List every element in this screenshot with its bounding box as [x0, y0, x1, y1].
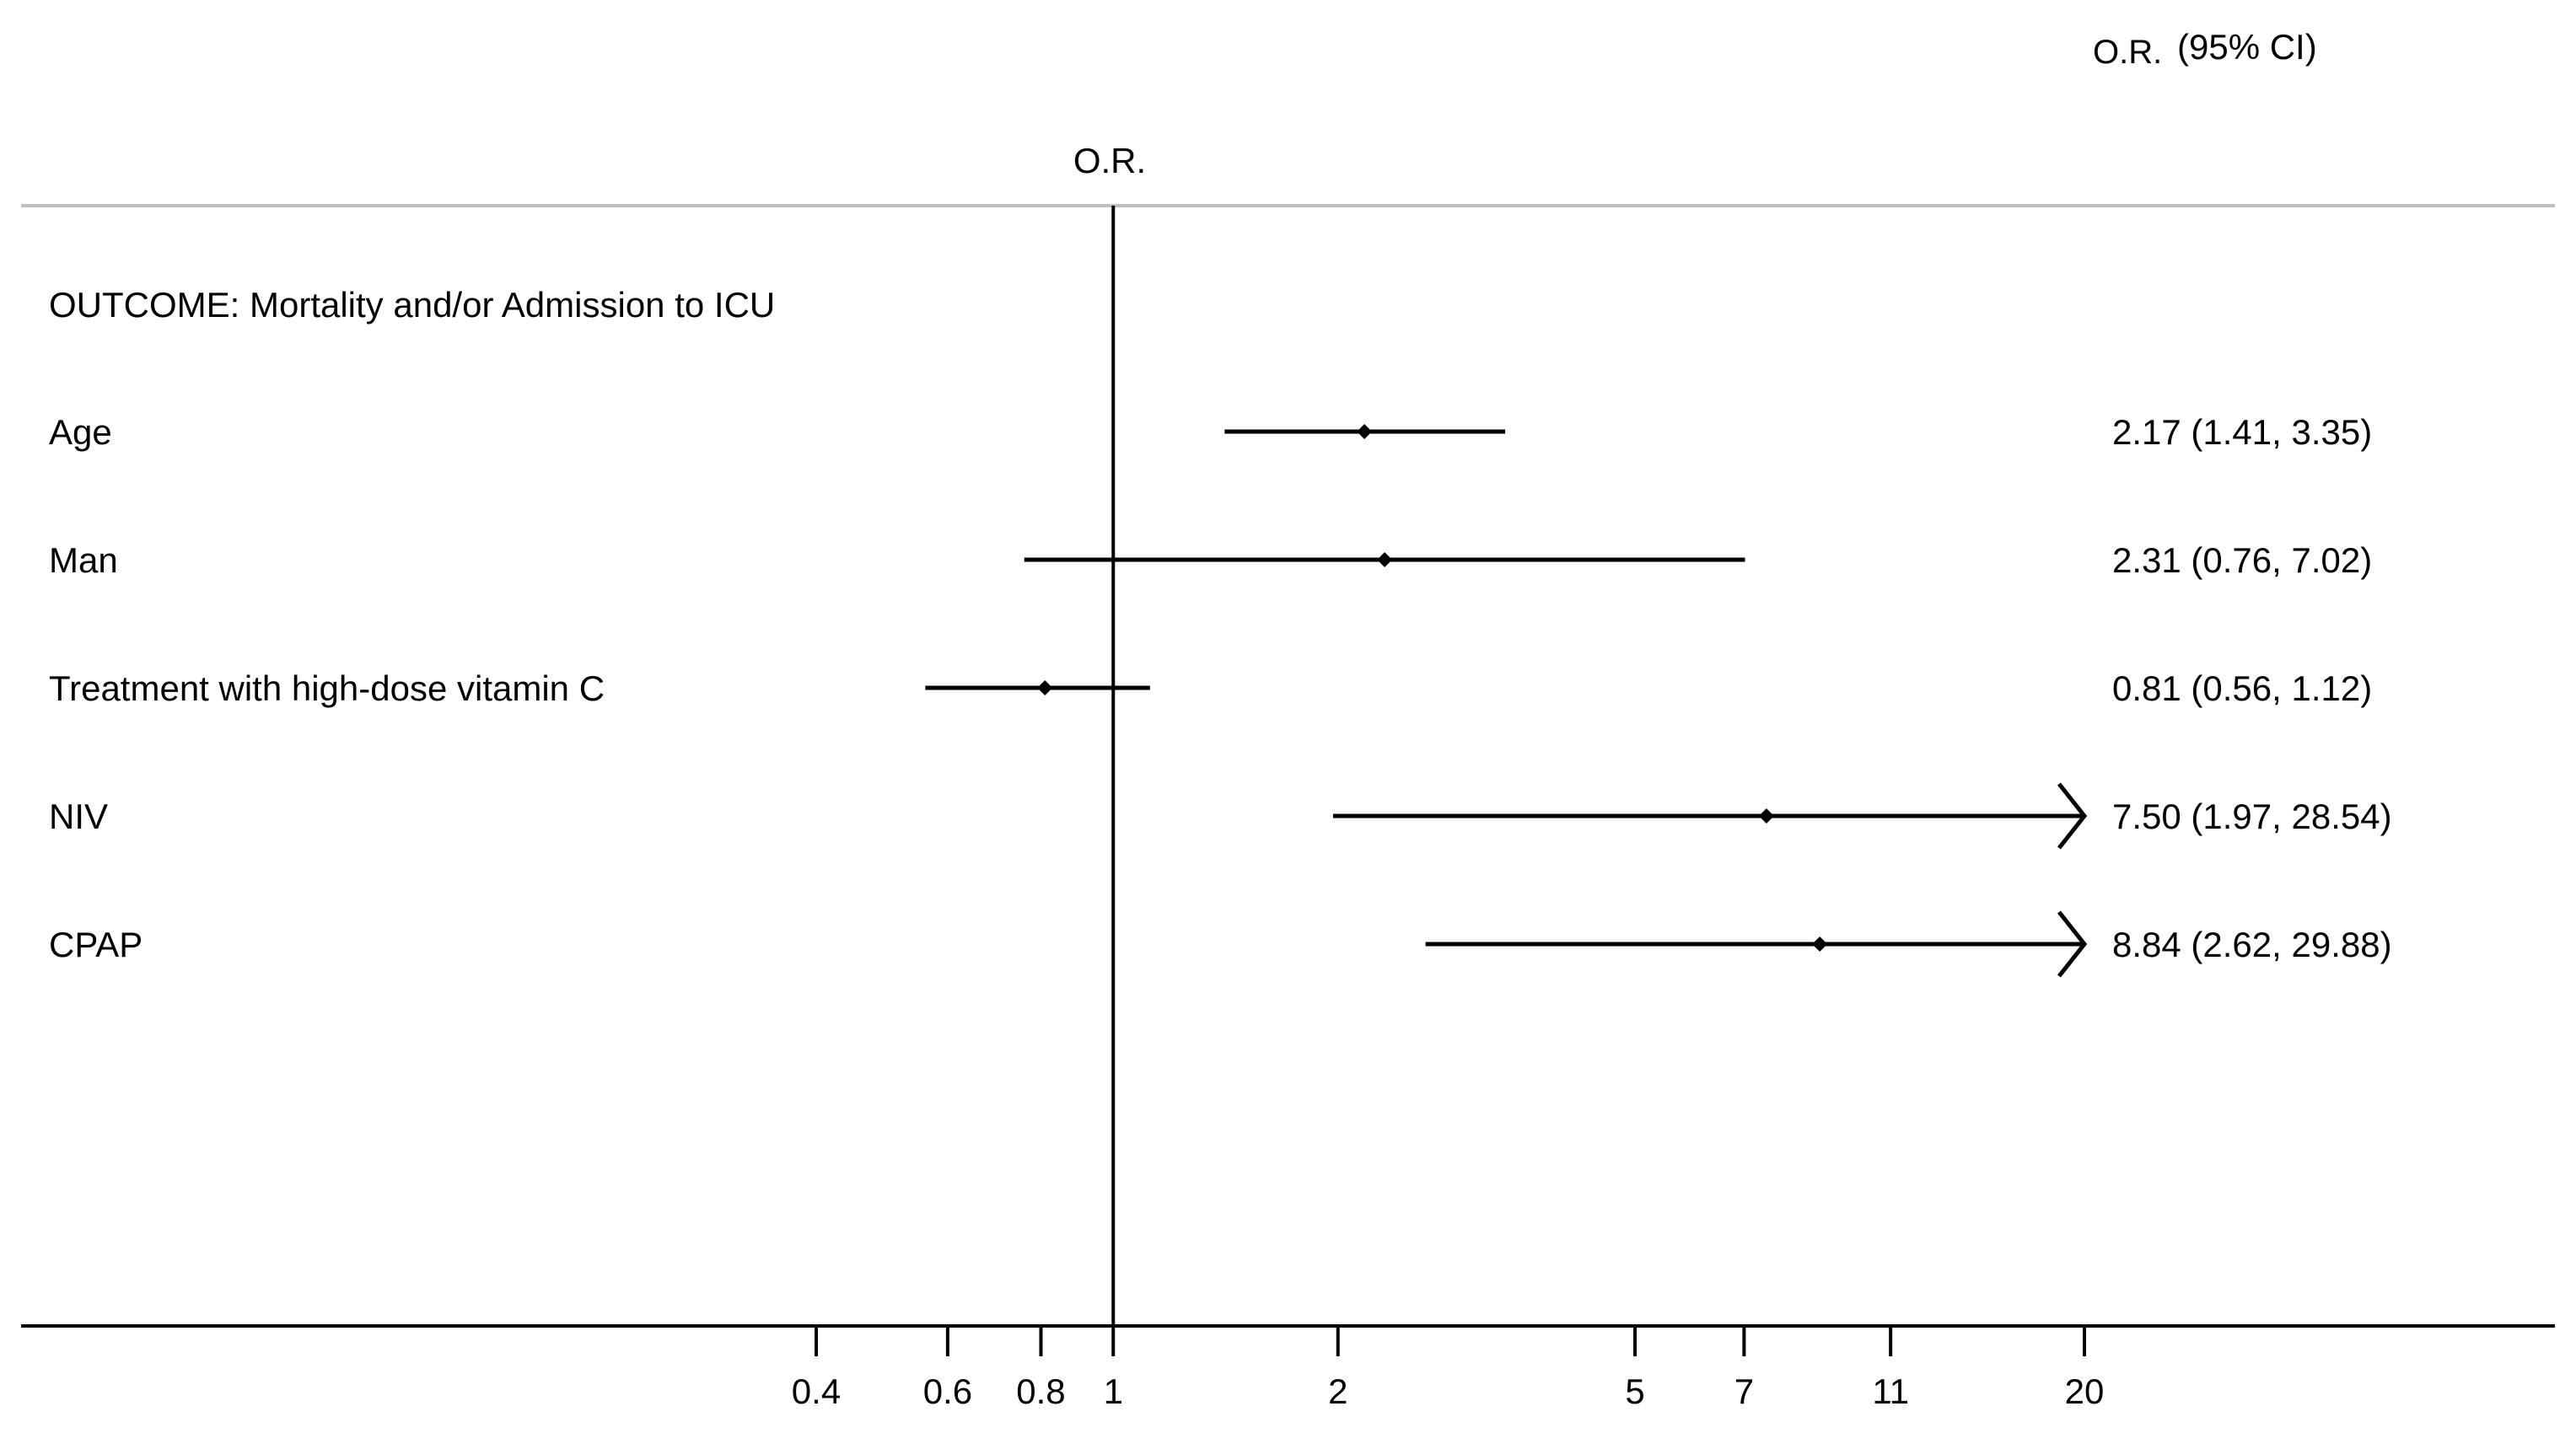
- estimate-text: 7.50 (1.97, 28.54): [2112, 797, 2392, 836]
- forest-row: NIV 7.50 (1.97, 28.54): [49, 782, 2392, 850]
- x-tick-label: 0.6: [923, 1371, 972, 1411]
- header-ci-label: (95% CI): [2177, 27, 2317, 67]
- x-tick-label: 1: [1104, 1371, 1123, 1411]
- section-title: OUTCOME: Mortality and/or Admission to I…: [49, 285, 775, 325]
- x-tick-label: 0.8: [1016, 1371, 1065, 1411]
- row-label: NIV: [49, 797, 108, 836]
- x-tick-label: 20: [2065, 1371, 2105, 1411]
- x-tick-label: 11: [1872, 1371, 1909, 1411]
- estimate-text: 2.31 (0.76, 7.02): [2112, 540, 2372, 580]
- x-tick-label: 5: [1625, 1371, 1644, 1411]
- forest-rows: Age 2.17 (1.41, 3.35) Man 2.31 (0.76, 7.02)…: [49, 412, 2392, 978]
- point-estimate-marker: [1812, 937, 1828, 952]
- x-tick-label: 0.4: [792, 1371, 841, 1411]
- point-estimate-marker: [1377, 552, 1393, 567]
- truncation-arrow: [2057, 910, 2088, 978]
- forest-row: Man 2.31 (0.76, 7.02): [49, 540, 2372, 580]
- row-label: Man: [49, 540, 118, 580]
- estimate-text: 8.84 (2.62, 29.88): [2112, 925, 2392, 964]
- row-label: CPAP: [49, 925, 143, 964]
- point-estimate-marker: [1758, 808, 1774, 824]
- header-or-label: O.R.: [2093, 34, 2162, 71]
- forest-row: CPAP 8.84 (2.62, 29.88): [49, 910, 2392, 978]
- forest-row: Age 2.17 (1.41, 3.35): [49, 412, 2372, 452]
- x-axis-ticks: 0.4 0.6 0.8 1 2 5 7 11 20: [792, 1326, 2105, 1411]
- forest-row: Treatment with high-dose vitamin C 0.81 (…: [49, 668, 2372, 708]
- point-estimate-marker: [1037, 680, 1053, 695]
- estimate-text: 2.17 (1.41, 3.35): [2112, 412, 2372, 452]
- x-tick-label: 7: [1734, 1371, 1754, 1411]
- x-tick-label: 2: [1328, 1371, 1347, 1411]
- row-label: Treatment with high-dose vitamin C: [49, 668, 605, 708]
- point-estimate-marker: [1357, 424, 1373, 439]
- truncation-arrow: [2057, 782, 2088, 850]
- row-label: Age: [49, 412, 112, 452]
- axis-title: O.R.: [1073, 141, 1146, 180]
- estimate-text: 0.81 (0.56, 1.12): [2112, 668, 2372, 708]
